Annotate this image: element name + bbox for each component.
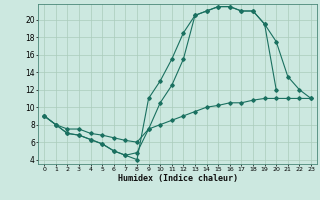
X-axis label: Humidex (Indice chaleur): Humidex (Indice chaleur) [118, 174, 238, 183]
